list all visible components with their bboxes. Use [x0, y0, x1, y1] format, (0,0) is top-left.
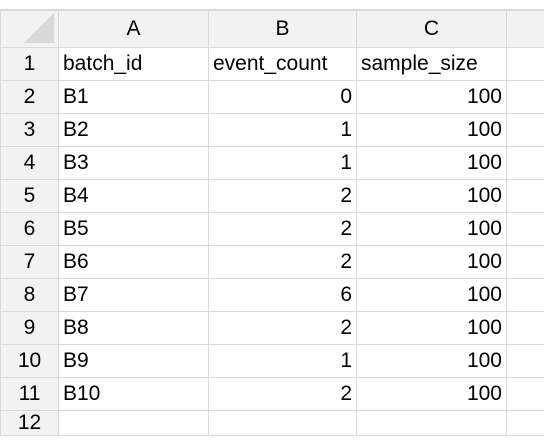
cell-d8[interactable] [506, 278, 544, 312]
row-header[interactable]: 12 [0, 410, 59, 436]
row-header[interactable]: 4 [0, 146, 59, 180]
cell-b8[interactable]: 6 [208, 278, 357, 312]
cell-d7[interactable] [506, 245, 544, 279]
row-header[interactable]: 6 [0, 212, 59, 246]
row-header[interactable]: 10 [0, 344, 59, 378]
row-header[interactable]: 5 [0, 179, 59, 213]
cell-b9[interactable]: 2 [208, 311, 357, 345]
cell-a10[interactable]: B9 [58, 344, 209, 378]
cell-a2[interactable]: B1 [58, 80, 209, 114]
table-row: 7 B6 2 100 [0, 245, 544, 279]
table-row: 4 B3 1 100 [0, 146, 544, 180]
cell-b2[interactable]: 0 [208, 80, 357, 114]
row-header[interactable]: 7 [0, 245, 59, 279]
select-all-corner[interactable] [0, 10, 59, 48]
column-header-b[interactable]: B [208, 10, 357, 48]
cell-a9[interactable]: B8 [58, 311, 209, 345]
cell-b1[interactable]: event_count [208, 47, 357, 81]
column-header-d[interactable] [506, 10, 544, 48]
select-all-triangle-icon [24, 13, 54, 43]
cell-d3[interactable] [506, 113, 544, 147]
table-row: 2 B1 0 100 [0, 80, 544, 114]
cell-c5[interactable]: 100 [356, 179, 507, 213]
row-header[interactable]: 9 [0, 311, 59, 345]
table-row: 9 B8 2 100 [0, 311, 544, 345]
cell-b12[interactable] [208, 410, 357, 436]
table-row: 3 B2 1 100 [0, 113, 544, 147]
cell-c11[interactable]: 100 [356, 377, 507, 411]
cell-d2[interactable] [506, 80, 544, 114]
cell-c2[interactable]: 100 [356, 80, 507, 114]
cell-b6[interactable]: 2 [208, 212, 357, 246]
table-row: 10 B9 1 100 [0, 344, 544, 378]
cell-c7[interactable]: 100 [356, 245, 507, 279]
column-header-a[interactable]: A [58, 10, 209, 48]
cell-a5[interactable]: B4 [58, 179, 209, 213]
row-header[interactable]: 2 [0, 80, 59, 114]
cell-a7[interactable]: B6 [58, 245, 209, 279]
cell-a11[interactable]: B10 [58, 377, 209, 411]
cell-a6[interactable]: B5 [58, 212, 209, 246]
table-row: 12 [0, 410, 544, 436]
cell-d1[interactable] [506, 47, 544, 81]
cell-b10[interactable]: 1 [208, 344, 357, 378]
spreadsheet-table: A B C 1 batch_id event_count sample_size… [0, 10, 544, 436]
cell-d9[interactable] [506, 311, 544, 345]
cell-a8[interactable]: B7 [58, 278, 209, 312]
cell-c8[interactable]: 100 [356, 278, 507, 312]
cell-c4[interactable]: 100 [356, 146, 507, 180]
cell-c10[interactable]: 100 [356, 344, 507, 378]
table-row: 1 batch_id event_count sample_size [0, 47, 544, 81]
table-row: 8 B7 6 100 [0, 278, 544, 312]
cell-d10[interactable] [506, 344, 544, 378]
cell-a3[interactable]: B2 [58, 113, 209, 147]
cell-a4[interactable]: B3 [58, 146, 209, 180]
cell-b4[interactable]: 1 [208, 146, 357, 180]
cell-d11[interactable] [506, 377, 544, 411]
cell-b5[interactable]: 2 [208, 179, 357, 213]
row-header[interactable]: 3 [0, 113, 59, 147]
cell-d6[interactable] [506, 212, 544, 246]
column-header-row: A B C [0, 10, 544, 48]
row-header[interactable]: 1 [0, 47, 59, 81]
row-header[interactable]: 8 [0, 278, 59, 312]
cell-d5[interactable] [506, 179, 544, 213]
toolbar-edge [0, 0, 544, 10]
cell-b7[interactable]: 2 [208, 245, 357, 279]
cell-d4[interactable] [506, 146, 544, 180]
cell-b11[interactable]: 2 [208, 377, 357, 411]
table-row: 6 B5 2 100 [0, 212, 544, 246]
cell-c6[interactable]: 100 [356, 212, 507, 246]
cell-c9[interactable]: 100 [356, 311, 507, 345]
table-row: 11 B10 2 100 [0, 377, 544, 411]
cell-a12[interactable] [58, 410, 209, 436]
cell-c12[interactable] [356, 410, 507, 436]
cell-c3[interactable]: 100 [356, 113, 507, 147]
table-row: 5 B4 2 100 [0, 179, 544, 213]
cell-a1[interactable]: batch_id [58, 47, 209, 81]
row-header[interactable]: 11 [0, 377, 59, 411]
column-header-c[interactable]: C [356, 10, 507, 48]
cell-c1[interactable]: sample_size [356, 47, 507, 81]
cell-b3[interactable]: 1 [208, 113, 357, 147]
cell-d12[interactable] [506, 410, 544, 436]
